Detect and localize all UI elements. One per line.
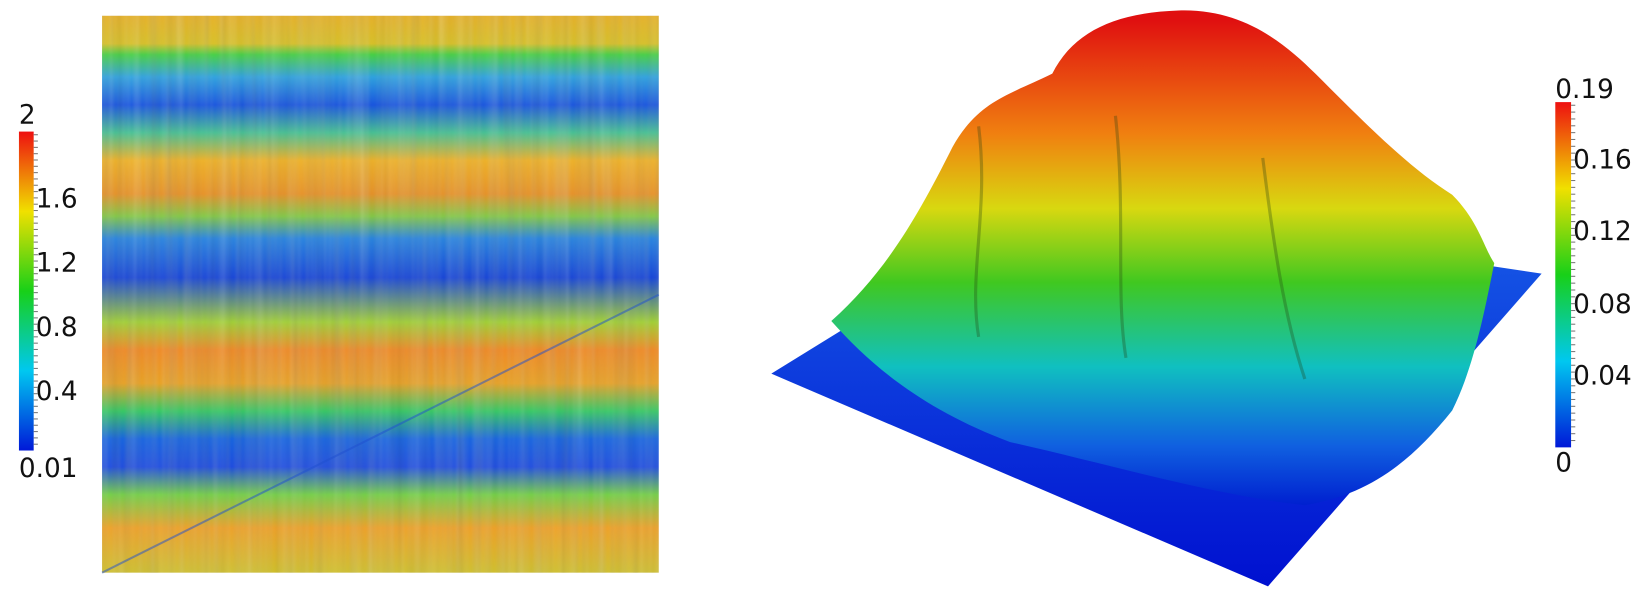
colorbar-label: 0.04 [1573,361,1632,391]
surface-ridges [974,115,1307,380]
colorbar-label: 0.8 [36,313,78,343]
colorbar-label: 0.16 [1573,146,1632,176]
colorbar-label: 0.19 [1555,75,1614,105]
colorbar-label: 0.12 [1573,217,1632,247]
heatmap-diagonal [101,293,660,574]
surface-mound [831,10,1495,506]
surface-plot [771,10,1542,587]
right-colorbar: 0.19 0.16 0.12 0.08 0.04 0 [1555,75,1632,479]
heatmap-texture [102,15,659,573]
colorbar-label: 0.08 [1573,290,1632,320]
colorbar-label: 0.01 [19,454,78,484]
colorbar-label: 0 [1555,449,1572,479]
colorbar-label: 1.6 [36,184,78,214]
colorbar-gradient [18,131,34,451]
colorbar-label: 1.2 [36,249,78,279]
colorbar-label: 0.4 [36,377,78,407]
colorbar-label: 2 [19,100,36,130]
heatmap [101,15,660,574]
colorbar-gradient [1555,102,1572,448]
left-colorbar: 2 1.6 1.2 0.8 0.4 0.01 [19,100,78,484]
